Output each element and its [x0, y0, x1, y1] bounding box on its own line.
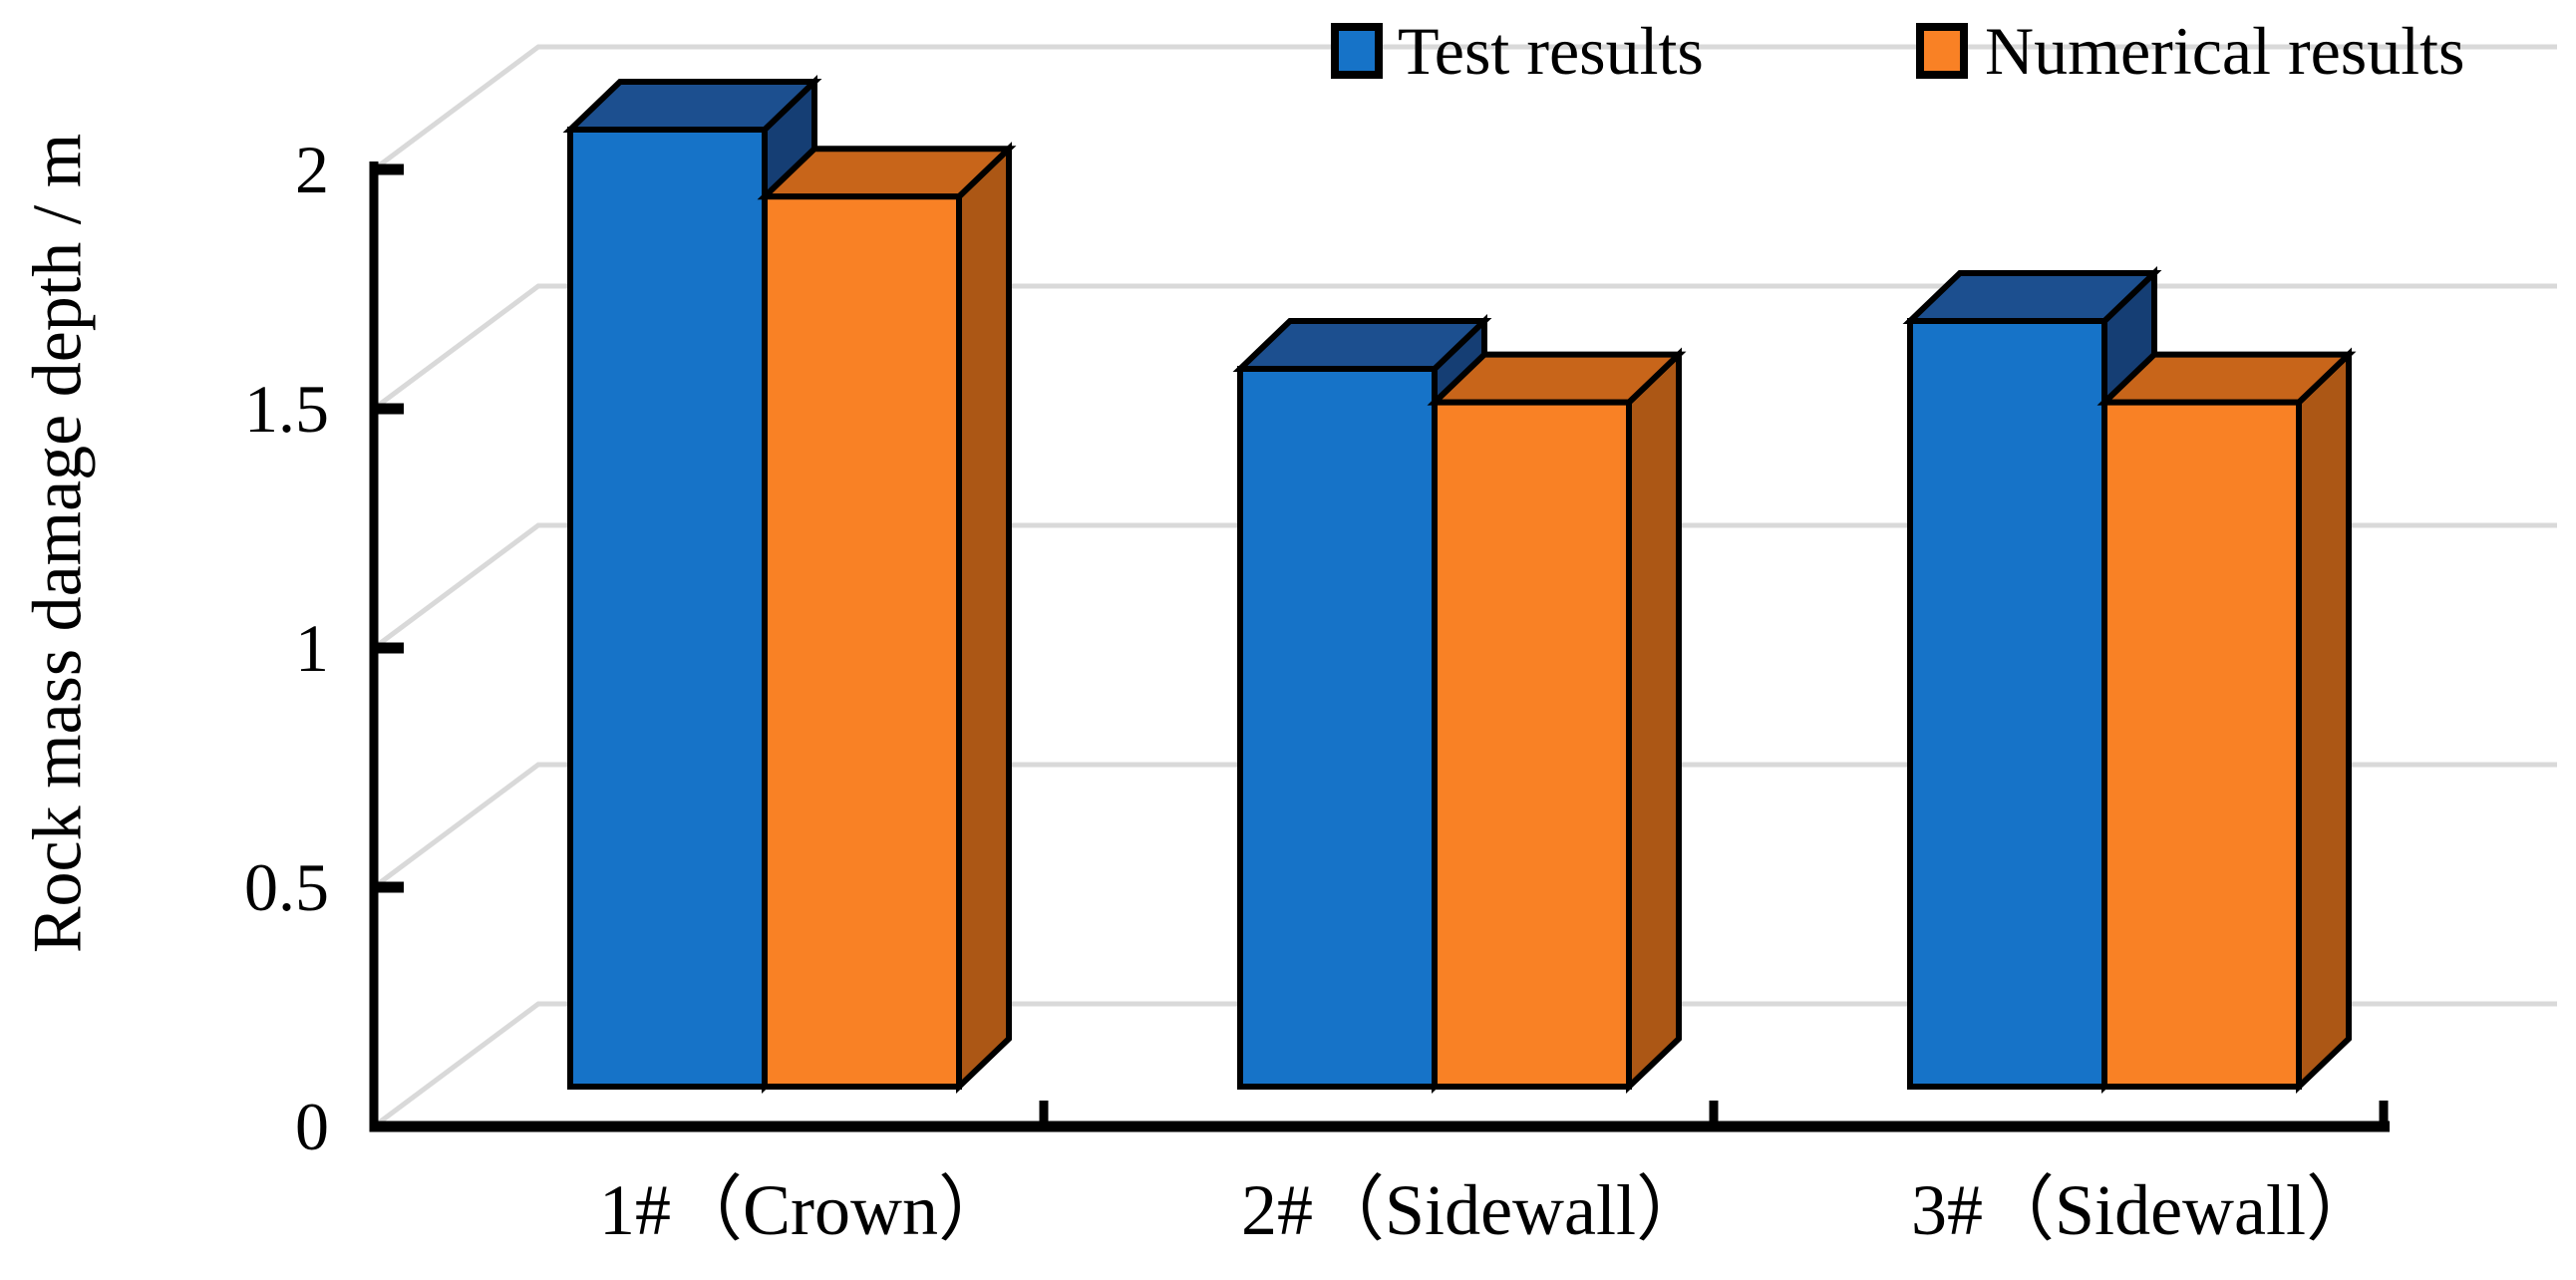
legend-label-numerical-results: Numerical results: [1985, 13, 2465, 89]
bar-front-face: [1432, 399, 1632, 1091]
bar-side-face: [1626, 347, 1682, 1095]
bar-numerical-group-1: [757, 142, 1017, 1095]
x-category-label: 3#（Sidewall）: [1911, 1170, 2378, 1250]
bar-front-face: [762, 193, 962, 1090]
bar-side-face: [2296, 347, 2352, 1095]
gridline-0.5: [372, 762, 2557, 890]
gridline-1: [372, 522, 2557, 651]
gridline-1.5: [372, 283, 2557, 412]
y-tick-label: 0: [295, 1089, 329, 1164]
bar-numerical-group-2: [1427, 347, 1687, 1095]
legend-swatch-test-results: [1331, 23, 1383, 79]
legend-label-test-results: Test results: [1398, 13, 1704, 89]
bar-front-face: [1907, 318, 2107, 1090]
y-tick-label: 1: [295, 610, 329, 686]
x-category-label: 2#（Sidewall）: [1241, 1170, 1708, 1250]
legend: [1331, 23, 1968, 79]
gridline-0: [372, 1001, 2557, 1129]
bar-front-face: [2101, 399, 2302, 1091]
gridline-2: [372, 44, 2557, 172]
bar-front-face: [567, 127, 768, 1090]
y-tick-label: 0.5: [244, 849, 329, 925]
bar-numerical-group-3: [2096, 347, 2357, 1095]
y-tick-label: 2: [295, 132, 329, 207]
x-category-label: 1#（Crown）: [599, 1170, 1010, 1250]
y-tick-label: 1.5: [244, 371, 329, 447]
legend-swatch-numerical-results: [1916, 23, 1968, 79]
bar-front-face: [1237, 366, 1438, 1090]
y-axis-title: Rock mass damage depth / m: [20, 134, 97, 953]
bar-side-face: [956, 142, 1012, 1095]
